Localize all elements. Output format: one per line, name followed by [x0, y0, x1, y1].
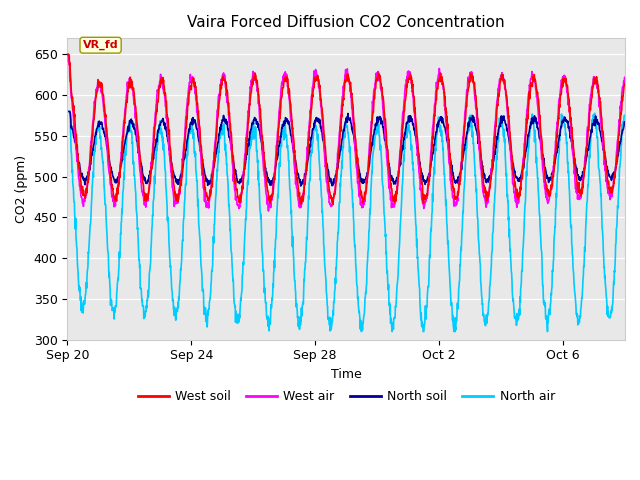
Y-axis label: CO2 (ppm): CO2 (ppm) — [15, 155, 28, 223]
West air — [63, 51, 71, 57]
North air — [303, 234, 310, 240]
North soil — [360, 178, 368, 184]
Line: North soil: North soil — [67, 111, 625, 186]
West soil — [360, 193, 368, 199]
Legend: West soil, West air, North soil, North air: West soil, West air, North soil, North a… — [132, 385, 560, 408]
Line: North air: North air — [67, 111, 625, 332]
West soil — [303, 168, 310, 174]
West air — [360, 196, 368, 202]
North air — [621, 112, 629, 118]
North air — [545, 312, 552, 317]
North soil — [422, 179, 430, 184]
West soil — [312, 78, 319, 84]
West air — [97, 80, 104, 86]
X-axis label: Time: Time — [331, 368, 362, 381]
Text: VR_fd: VR_fd — [83, 40, 118, 50]
West air — [264, 208, 272, 214]
West soil — [422, 193, 430, 199]
North soil — [63, 108, 71, 114]
North air — [312, 125, 319, 131]
West soil — [329, 202, 337, 207]
North soil — [303, 163, 311, 168]
West soil — [97, 80, 104, 85]
West soil — [545, 192, 552, 198]
Line: West air: West air — [67, 54, 625, 211]
West air — [621, 80, 629, 85]
West soil — [63, 51, 71, 57]
North soil — [97, 121, 104, 127]
North soil — [621, 121, 629, 127]
North air — [360, 311, 368, 317]
Line: West soil: West soil — [67, 54, 625, 204]
North soil — [297, 183, 305, 189]
West soil — [621, 82, 629, 87]
North air — [358, 329, 365, 335]
West air — [312, 69, 320, 74]
West air — [303, 150, 311, 156]
West air — [422, 198, 430, 204]
North air — [422, 309, 430, 314]
North air — [97, 136, 104, 142]
North soil — [312, 117, 320, 122]
West air — [545, 199, 552, 204]
North air — [63, 108, 71, 114]
Title: Vaira Forced Diffusion CO2 Concentration: Vaira Forced Diffusion CO2 Concentration — [188, 15, 505, 30]
North soil — [545, 179, 552, 185]
